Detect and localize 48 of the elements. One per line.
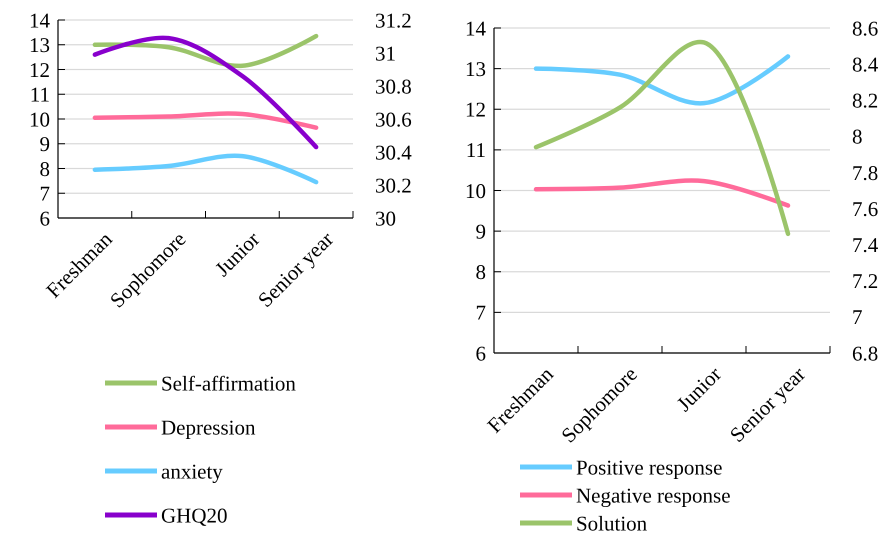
legend-label: Negative response — [576, 483, 731, 508]
y-tick-label: 13 — [29, 33, 50, 58]
y-tick-label: 7 — [476, 300, 486, 325]
line-series — [92, 36, 318, 150]
y2-tick-label: 8.2 — [852, 88, 878, 113]
y2-tick-label: 7.4 — [852, 233, 879, 258]
line-series — [534, 40, 790, 236]
line-series — [534, 54, 790, 106]
y2-tick-label: 6.8 — [852, 341, 878, 366]
y-tick-label: 6 — [476, 341, 486, 366]
legend-label: GHQ20 — [161, 503, 228, 528]
y2-tick-label: 30.6 — [375, 107, 412, 132]
line-series — [92, 154, 318, 184]
y-tick-label: 8 — [40, 156, 50, 181]
y-tick-label: 13 — [465, 56, 486, 81]
legend-label: anxiety — [161, 459, 224, 484]
y2-tick-label: 31 — [375, 41, 396, 66]
y-tick-label: 9 — [476, 219, 486, 244]
line-series — [92, 111, 318, 130]
legend-label: Depression — [161, 415, 256, 440]
y-tick-label: 8 — [476, 260, 486, 284]
y-tick-label: 11 — [466, 138, 486, 162]
y-tick-label: 10 — [29, 107, 50, 132]
y2-tick-label: 30.2 — [375, 173, 412, 198]
line-series — [534, 178, 790, 208]
y2-tick-label: 8.6 — [852, 16, 878, 40]
y2-tick-label: 7.2 — [852, 269, 878, 294]
y-tick-label: 9 — [40, 132, 50, 156]
y-tick-label: 10 — [465, 178, 486, 203]
y2-tick-label: 7.8 — [852, 160, 878, 185]
y-tick-label: 14 — [29, 8, 50, 32]
y2-tick-label: 7 — [852, 305, 862, 330]
y2-tick-label: 30.4 — [375, 140, 412, 164]
y2-tick-label: 8.4 — [852, 52, 879, 76]
y2-tick-label: 7.6 — [852, 196, 878, 221]
legend-label: Self-affirmation — [161, 371, 296, 396]
y-tick-label: 6 — [40, 206, 50, 230]
legend-label: Positive response — [576, 455, 722, 480]
y2-tick-label: 31.2 — [375, 8, 412, 32]
legend-label: Solution — [576, 511, 648, 535]
y-tick-label: 7 — [40, 182, 50, 206]
y2-tick-label: 30 — [375, 206, 396, 230]
y-tick-label: 12 — [465, 98, 486, 122]
y-tick-label: 14 — [465, 16, 486, 40]
y-tick-label: 11 — [30, 82, 50, 107]
y2-tick-label: 8 — [852, 124, 862, 149]
y-tick-label: 12 — [29, 58, 50, 82]
y2-tick-label: 30.8 — [375, 74, 412, 98]
